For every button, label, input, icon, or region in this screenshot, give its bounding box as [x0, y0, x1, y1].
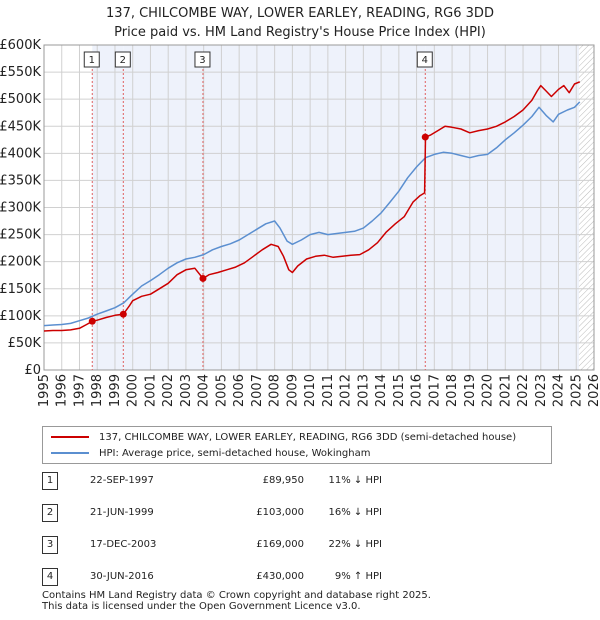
transaction-hpi-diff: 16% ↓ HPI	[328, 507, 382, 518]
legend-swatch-hpi	[51, 452, 89, 454]
transaction-date: 22-SEP-1997	[90, 475, 154, 486]
x-tick-label: 2009	[285, 374, 300, 407]
x-tick-label: 2006	[232, 374, 247, 407]
transaction-point	[119, 310, 127, 318]
x-tick-label: 2011	[321, 374, 336, 407]
legend-label-hpi: HPI: Average price, semi-detached house,…	[99, 447, 371, 459]
transaction-badge: 1	[42, 472, 58, 490]
transaction-date: 30-JUN-2016	[90, 571, 154, 582]
x-tick-label: 2010	[303, 374, 318, 407]
transaction-marker-label: 2	[120, 55, 126, 66]
transaction-hpi-diff: 9% ↑ HPI	[334, 571, 382, 582]
x-tick-label: 2021	[498, 374, 513, 407]
legend-item-property: 137, CHILCOMBE WAY, LOWER EARLEY, READIN…	[51, 429, 516, 445]
transaction-badge: 3	[42, 536, 58, 554]
y-tick-label: £150K	[0, 282, 41, 297]
y-tick-label: £250K	[0, 228, 41, 243]
transaction-price: £103,000	[256, 507, 304, 518]
transaction-marker-label: 3	[199, 55, 205, 66]
transaction-marker-box	[416, 51, 433, 68]
x-tick-label: 1999	[108, 374, 123, 407]
table-row: 2 21-JUN-1999 £103,000 16% ↓ HPI	[42, 504, 462, 522]
chart-title: 137, CHILCOMBE WAY, LOWER EARLEY, READIN…	[0, 4, 600, 42]
y-tick-label: £300K	[0, 201, 41, 216]
legend-label-property: 137, CHILCOMBE WAY, LOWER EARLEY, READIN…	[99, 431, 517, 443]
x-tick-label: 2002	[161, 374, 176, 407]
plot-frame	[43, 44, 595, 371]
transaction-price: £169,000	[256, 539, 304, 550]
property-price-line	[43, 81, 581, 332]
x-tick-label: 2024	[552, 374, 567, 407]
transaction-hpi-diff: 11% ↓ HPI	[328, 475, 382, 486]
y-tick-label: £0	[24, 363, 41, 378]
x-tick-label: 2003	[179, 374, 194, 407]
y-tick-label: £200K	[0, 255, 41, 270]
transaction-badge: 4	[42, 568, 58, 586]
transaction-point	[199, 274, 207, 282]
x-tick-label: 2013	[356, 374, 371, 407]
y-tick-label: £50K	[8, 336, 42, 351]
transaction-hpi-diff: 22% ↓ HPI	[328, 539, 382, 550]
transaction-marker-label: 1	[89, 55, 95, 66]
x-tick-label: 2007	[250, 374, 265, 407]
x-tick-label: 2022	[516, 374, 531, 407]
table-row: 1 22-SEP-1997 £89,950 11% ↓ HPI	[42, 472, 462, 490]
transaction-badge: 2	[42, 504, 58, 522]
x-tick-label: 2000	[126, 374, 141, 407]
y-tick-label: £600K	[0, 38, 41, 53]
transaction-marker-box	[114, 51, 131, 68]
legend-swatch-property	[51, 436, 89, 438]
footer-line-1: Contains HM Land Registry data © Crown c…	[42, 590, 431, 601]
x-tick-label: 2001	[143, 374, 158, 407]
x-tick-label: 2016	[410, 374, 425, 407]
transaction-date: 21-JUN-1999	[90, 507, 154, 518]
hpi-line	[43, 101, 581, 327]
price-chart: £0 £50K £100K £150K £200K £250K £300K £350K £400…	[0, 38, 600, 407]
footer: Contains HM Land Registry data © Crown c…	[42, 590, 431, 612]
x-tick-label: 1995	[37, 374, 52, 407]
legend-item-hpi: HPI: Average price, semi-detached house,…	[51, 445, 370, 461]
y-tick-label: £500K	[0, 92, 41, 107]
legend: 137, CHILCOMBE WAY, LOWER EARLEY, READIN…	[42, 426, 552, 464]
y-tick-label: £350K	[0, 173, 41, 188]
x-tick-label: 2019	[463, 374, 478, 407]
footer-line-2: This data is licensed under the Open Gov…	[42, 601, 361, 612]
y-tick-label: £400K	[0, 146, 41, 161]
transaction-date: 17-DEC-2003	[90, 539, 157, 550]
transaction-marker-box	[194, 51, 211, 68]
x-tick-label: 2018	[445, 374, 460, 407]
x-tick-label: 2014	[374, 374, 389, 407]
y-tick-label: £550K	[0, 65, 41, 80]
table-row: 3 17-DEC-2003 £169,000 22% ↓ HPI	[42, 536, 462, 554]
y-tick-label: £450K	[0, 119, 41, 134]
x-tick-label: 2012	[339, 374, 354, 407]
x-tick-label: 2004	[197, 374, 212, 407]
transaction-point	[421, 133, 429, 141]
x-tick-label: 1997	[72, 374, 87, 407]
x-tick-label: 2008	[268, 374, 283, 407]
transaction-marker-box	[83, 51, 100, 68]
x-tick-label: 1996	[55, 374, 70, 407]
x-tick-label: 2015	[392, 374, 407, 407]
transaction-point	[88, 317, 96, 325]
x-tick-label: 2023	[534, 374, 549, 407]
x-tick-label: 2017	[427, 374, 442, 407]
x-tick-label: 2025	[569, 374, 584, 407]
x-tick-label: 1998	[90, 374, 105, 407]
x-tick-label: 2020	[481, 374, 496, 407]
x-tick-label: 2026	[587, 374, 600, 407]
title-line-1: 137, CHILCOMBE WAY, LOWER EARLEY, READIN…	[106, 6, 494, 21]
transaction-marker-label: 4	[422, 55, 428, 66]
x-tick-label: 2005	[214, 374, 229, 407]
transaction-price: £430,000	[256, 571, 304, 582]
y-tick-label: £100K	[0, 309, 41, 324]
table-row: 4 30-JUN-2016 £430,000 9% ↑ HPI	[42, 568, 462, 586]
transaction-price: £89,950	[262, 475, 304, 486]
title-line-2: Price paid vs. HM Land Registry's House …	[114, 25, 486, 40]
